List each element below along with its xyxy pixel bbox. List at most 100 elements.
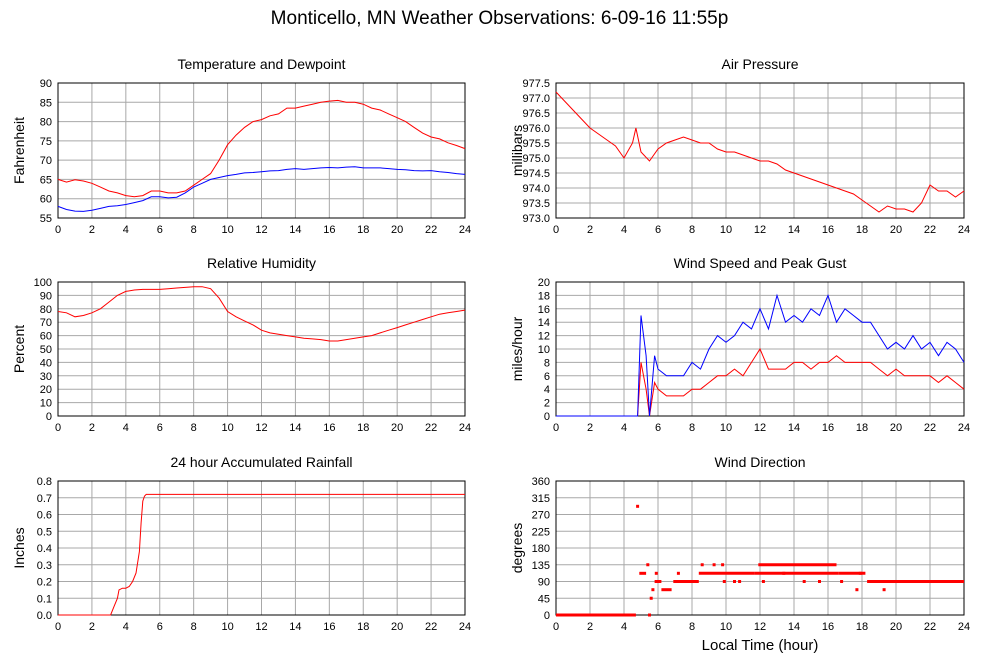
x-tick-label: 18 [856, 224, 868, 236]
x-tick-label: 12 [255, 422, 267, 434]
y-tick-label: 2 [544, 398, 550, 410]
y-tick-label: 10 [538, 344, 550, 356]
x-tick-label: 22 [425, 621, 437, 633]
x-tick-label: 12 [255, 224, 267, 236]
x-tick-label: 18 [856, 621, 868, 633]
direction-point [882, 588, 886, 592]
y-tick-label: 0.8 [37, 476, 52, 488]
x-tick-label: 0 [55, 224, 61, 236]
x-tick-label: 8 [689, 621, 695, 633]
x-tick-label: 10 [221, 422, 233, 434]
plot-frame [555, 480, 965, 616]
y-tick-label: 14 [538, 317, 550, 329]
y-tick-label: 90 [40, 290, 52, 302]
y-tick-label: 975.0 [522, 153, 550, 165]
y-tick-label: 18 [538, 290, 550, 302]
x-tick-label: 12 [754, 224, 766, 236]
direction-point [676, 571, 680, 575]
x-tick-label: 6 [157, 422, 163, 434]
y-tick-label: 225 [532, 526, 550, 538]
y-tick-label: 0.7 [37, 493, 52, 505]
y-tick-label: 40 [40, 357, 52, 369]
x-tick-label: 16 [822, 621, 834, 633]
y-axis-label: millibars [509, 125, 525, 176]
y-tick-label: 973.0 [522, 213, 550, 225]
x-tick-label: 20 [890, 422, 902, 434]
x-tick-label: 8 [689, 224, 695, 236]
x-tick-label: 2 [587, 422, 593, 434]
direction-point [733, 580, 736, 583]
y-tick-label: 0.3 [37, 560, 52, 572]
y-tick-label: 90 [538, 577, 550, 589]
x-tick-label: 8 [191, 422, 197, 434]
chart-title: Wind Direction [714, 454, 805, 470]
y-tick-label: 30 [40, 371, 52, 383]
x-tick-label: 24 [958, 422, 970, 434]
x-tick-label: 24 [459, 621, 471, 633]
x-tick-label: 2 [89, 422, 95, 434]
y-tick-label: 20 [40, 384, 52, 396]
x-tick-label: 4 [123, 422, 129, 434]
y-tick-label: 8 [544, 357, 550, 369]
x-tick-label: 16 [323, 422, 335, 434]
x-tick-label: 10 [720, 422, 732, 434]
x-tick-label: 22 [924, 621, 936, 633]
x-tick-label: 24 [958, 224, 970, 236]
x-tick-label: 10 [221, 621, 233, 633]
y-tick-label: 70 [40, 317, 52, 329]
x-tick-label: 6 [655, 422, 661, 434]
x-tick-label: 18 [856, 422, 868, 434]
x-tick-label: 20 [391, 621, 403, 633]
x-tick-label: 0 [55, 621, 61, 633]
direction-point [818, 580, 821, 583]
y-tick-label: 0.1 [37, 593, 52, 605]
chart-title: Air Pressure [721, 56, 798, 72]
x-tick-label: 4 [123, 621, 129, 633]
direction-point [651, 588, 655, 592]
x-tick-label: 14 [289, 224, 301, 236]
x-tick-label: 4 [621, 224, 627, 236]
x-tick-label: 16 [822, 422, 834, 434]
x-tick-label: 12 [754, 422, 766, 434]
x-tick-label: 24 [459, 224, 471, 236]
direction-point [649, 596, 653, 600]
direction-point [712, 563, 716, 567]
x-tick-label: 2 [587, 621, 593, 633]
series-line-0 [57, 99, 466, 198]
x-tick-label: 20 [391, 224, 403, 236]
y-tick-label: 976.5 [522, 108, 550, 120]
plot-frame [555, 82, 965, 219]
y-tick-label: 0 [544, 610, 550, 622]
x-tick-label: 22 [425, 422, 437, 434]
series-line-1 [57, 166, 466, 212]
x-tick-label: 8 [689, 422, 695, 434]
y-axis-label: Inches [11, 527, 27, 568]
y-tick-label: 65 [40, 174, 52, 186]
y-tick-label: 70 [40, 155, 52, 167]
x-tick-label: 0 [553, 621, 559, 633]
x-tick-label: 24 [459, 422, 471, 434]
y-tick-label: 100 [34, 277, 52, 289]
y-tick-label: 60 [40, 331, 52, 343]
x-tick-label: 20 [391, 422, 403, 434]
x-tick-label: 2 [89, 621, 95, 633]
direction-point [802, 580, 806, 583]
y-axis-label: Fahrenheit [11, 117, 27, 184]
y-tick-label: 60 [40, 194, 52, 206]
y-tick-label: 20 [538, 277, 550, 289]
chart-title: Temperature and Dewpoint [177, 56, 345, 72]
direction-point [636, 504, 640, 508]
x-tick-label: 14 [788, 621, 800, 633]
x-axis-label: Local Time (hour) [702, 637, 819, 654]
x-tick-label: 6 [655, 224, 661, 236]
chart-title: Wind Speed and Peak Gust [674, 255, 847, 271]
y-tick-label: 80 [40, 304, 52, 316]
direction-point [646, 563, 650, 567]
series-line-1 [556, 293, 965, 417]
x-tick-label: 10 [720, 621, 732, 633]
direction-point [700, 563, 704, 567]
